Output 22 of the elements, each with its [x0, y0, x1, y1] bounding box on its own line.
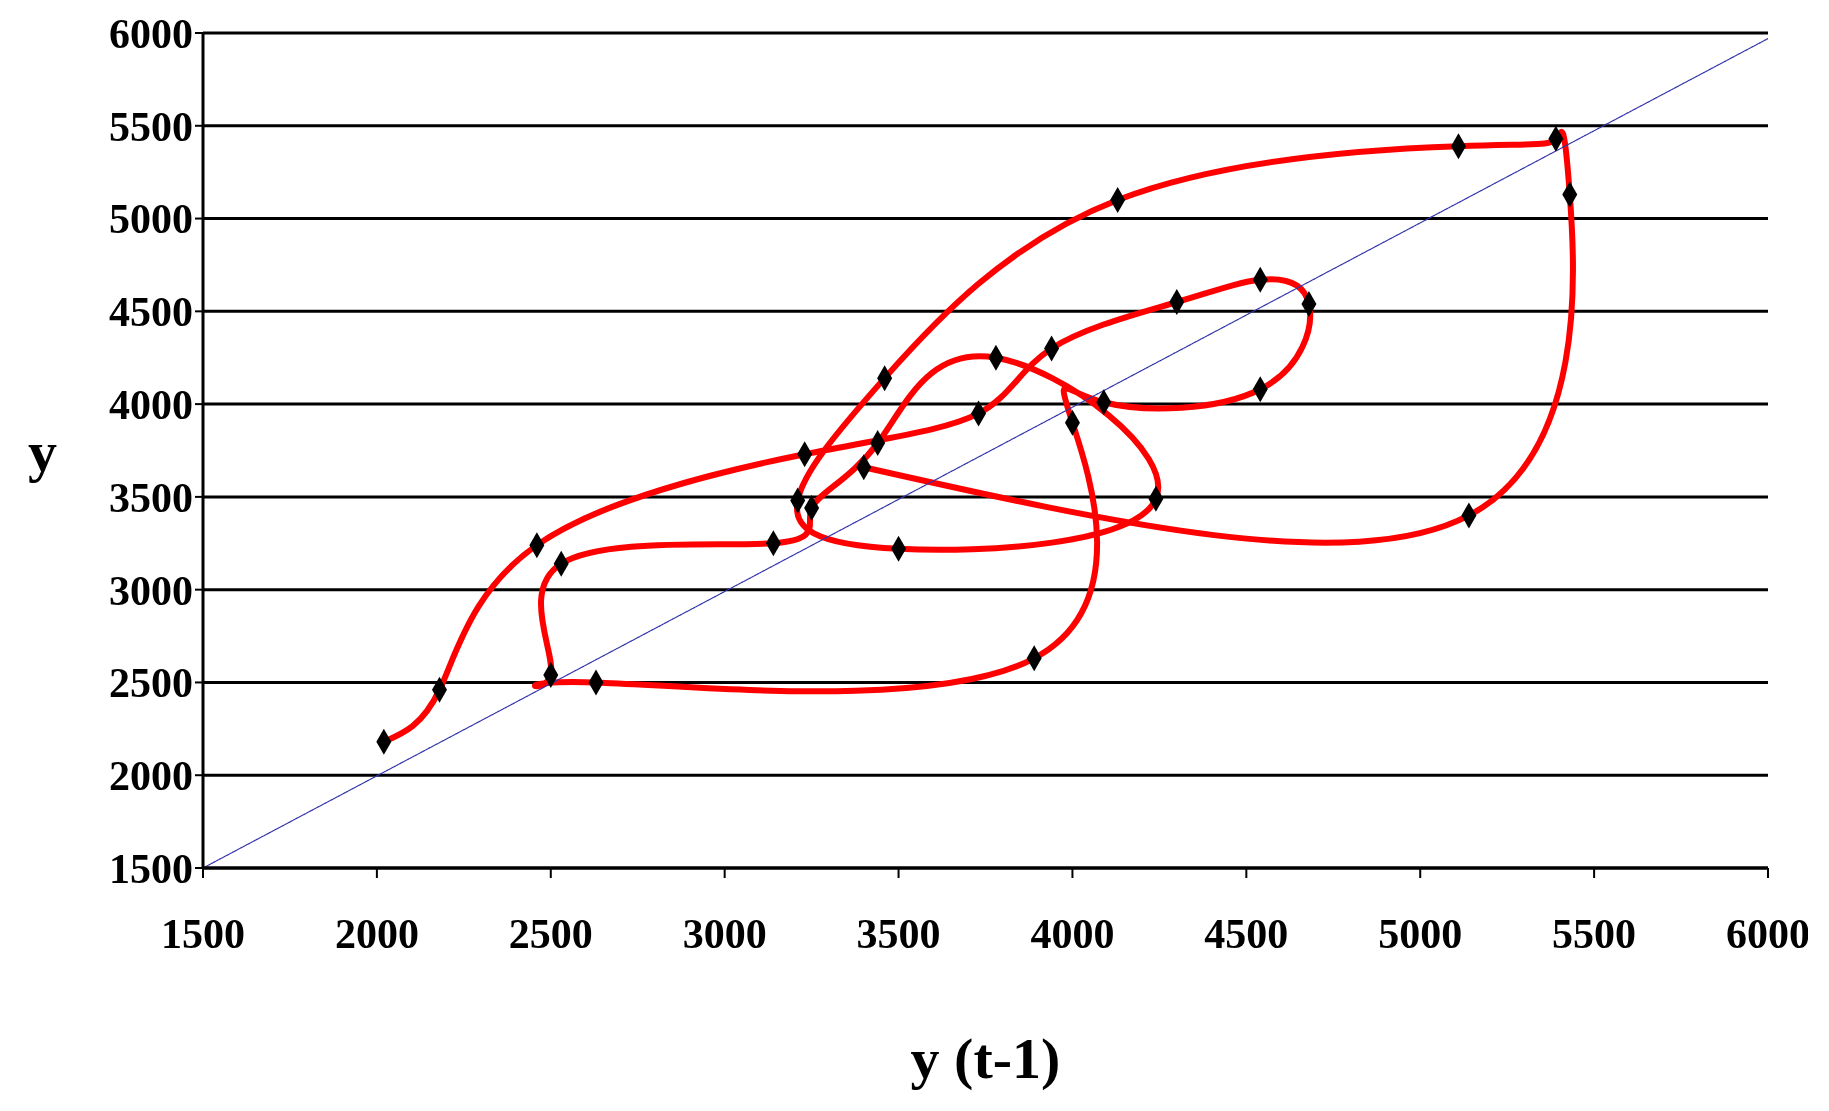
y-tick-label: 4000 [109, 382, 193, 429]
y-tick-label: 2000 [109, 753, 193, 800]
x-tick-label: 3000 [682, 910, 767, 957]
y-tick-label: 4500 [109, 289, 193, 336]
y-axis-title: y [28, 419, 57, 485]
x-tick-label: 6000 [1726, 910, 1810, 957]
y-tick-label: 3000 [109, 567, 193, 614]
x-tick-label: 2000 [334, 910, 419, 957]
y-tick-label: 6000 [109, 10, 193, 57]
x-tick-label: 2500 [508, 910, 593, 957]
x-tick-label: 4000 [1030, 910, 1115, 957]
x-tick-label: 5500 [1552, 910, 1637, 957]
x-tick-label: 5000 [1378, 910, 1463, 957]
x-axis-title: y (t-1) [910, 1026, 1061, 1091]
x-tick-label: 4500 [1204, 910, 1289, 957]
y-tick-label: 2500 [109, 660, 193, 707]
x-tick-label: 1500 [161, 910, 245, 957]
y-tick-label: 1500 [109, 845, 193, 892]
y-tick-label: 5000 [109, 196, 193, 243]
y-tick-label: 5500 [109, 103, 193, 150]
x-tick-label: 3500 [856, 910, 941, 957]
y-tick-label: 3500 [109, 474, 193, 521]
